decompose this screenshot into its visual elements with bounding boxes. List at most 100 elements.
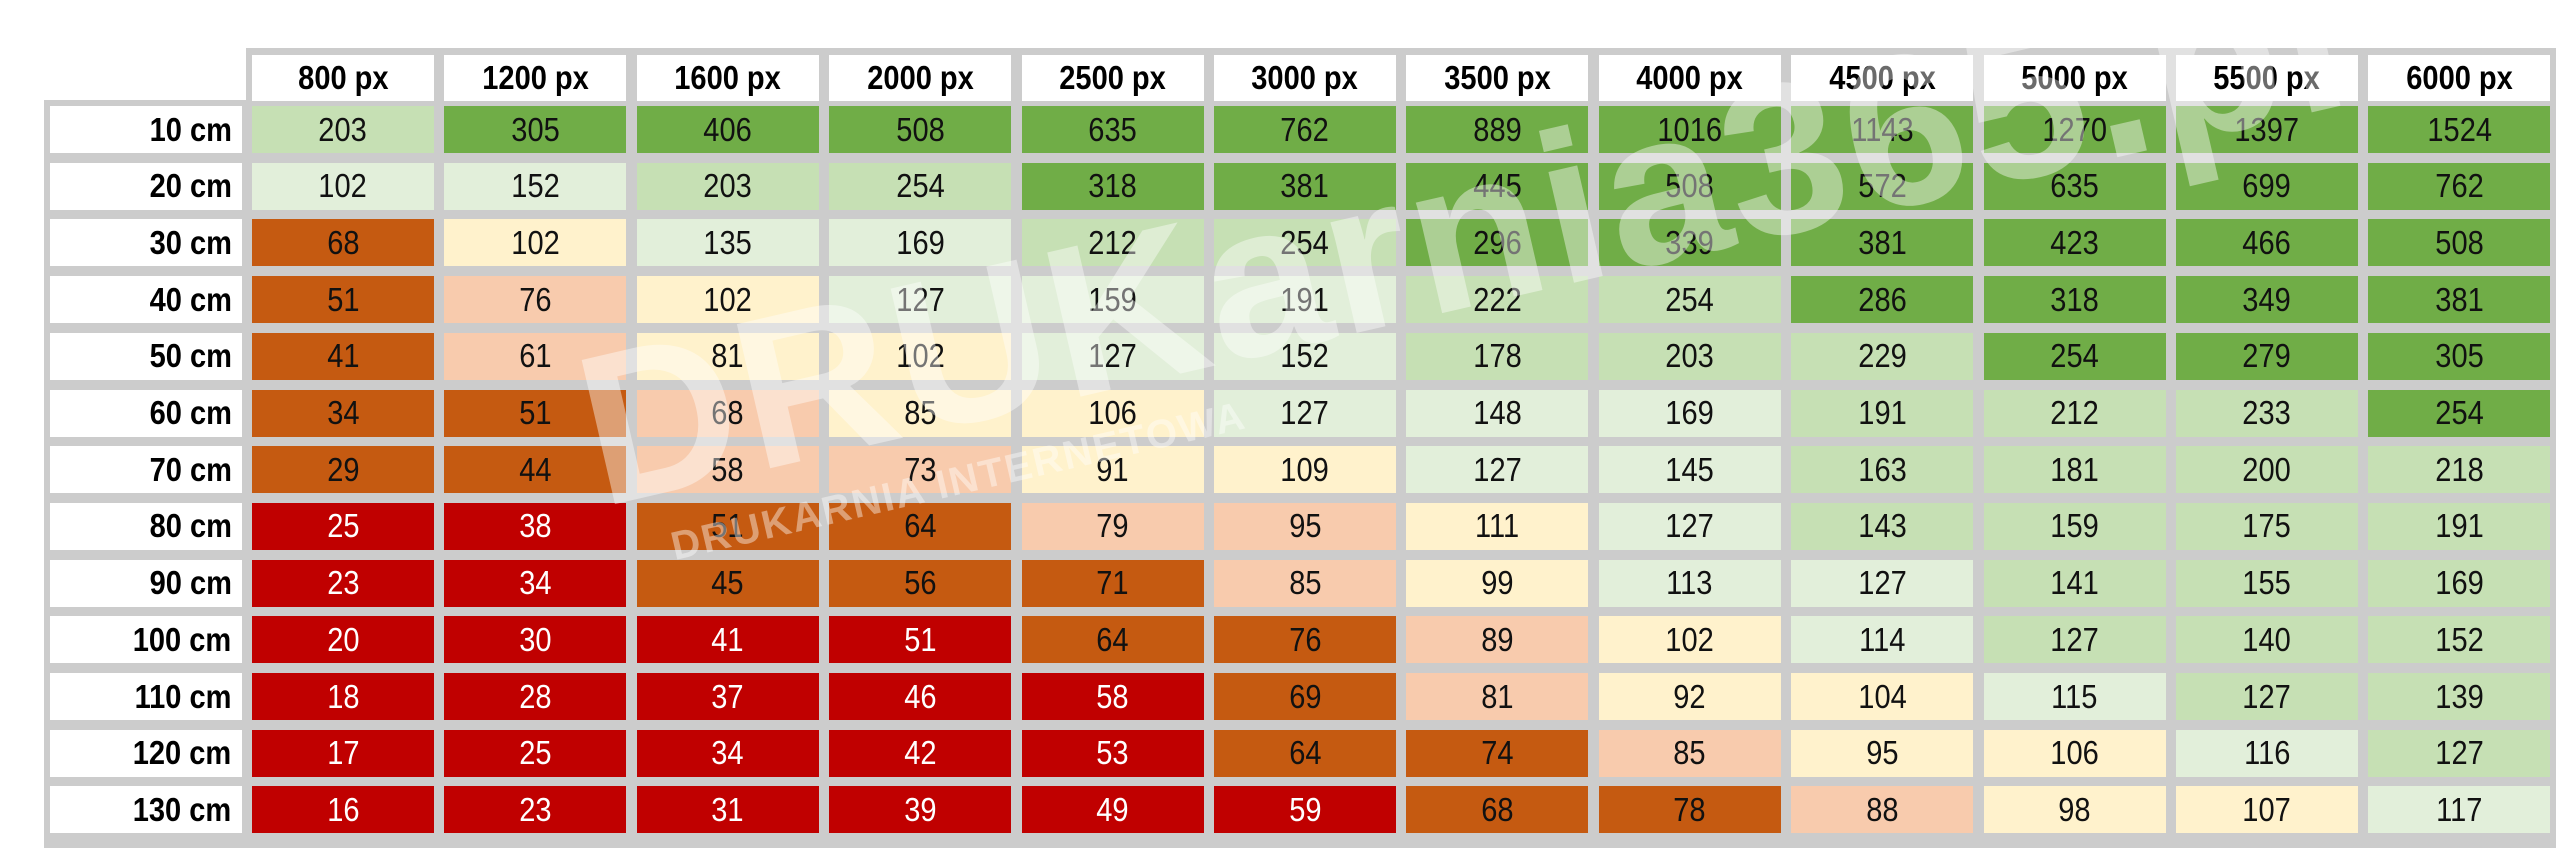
heatmap-cell: 1397: [2176, 106, 2358, 153]
heatmap-cell-text: 58: [711, 450, 744, 488]
heatmap-cell-text: 203: [1665, 337, 1715, 375]
column-header: 2000 px: [829, 55, 1012, 101]
heatmap-cell-text: 203: [318, 110, 368, 148]
heatmap-cell: 104: [1791, 673, 1974, 720]
heatmap-cell-text: 175: [2242, 507, 2292, 545]
heatmap-cell: 254: [2368, 389, 2551, 437]
heatmap-cell: 159: [1021, 276, 1204, 324]
heatmap-cell: 254: [1983, 332, 2166, 380]
heatmap-cell-text: 114: [1859, 620, 1906, 658]
heatmap-cell: 127: [2176, 673, 2358, 720]
row-header-text: 70 cm: [150, 450, 233, 488]
heatmap-cell: 254: [1598, 276, 1781, 324]
heatmap-cell: 64: [1214, 729, 1396, 777]
heatmap-cell-text: 508: [1665, 167, 1715, 205]
heatmap-cell: 381: [1214, 162, 1396, 210]
heatmap-cell-text: 85: [1288, 564, 1322, 602]
row-header: 40 cm: [50, 276, 242, 324]
heatmap-cell: 381: [2368, 276, 2551, 324]
heatmap-cell-text: 305: [2435, 337, 2484, 375]
row-header-text: 10 cm: [150, 110, 233, 148]
heatmap-cell-text: 23: [519, 790, 552, 828]
heatmap-cell: 106: [1983, 729, 2166, 777]
heatmap-cell-text: 254: [2050, 337, 2099, 375]
heatmap-cell: 222: [1406, 276, 1589, 324]
heatmap-cell-text: 89: [1481, 620, 1514, 658]
row-header-text: 120 cm: [132, 734, 232, 772]
heatmap-cell: 114: [1791, 616, 1974, 664]
heatmap-cell-text: 212: [2050, 394, 2099, 431]
heatmap-cell: 85: [1214, 559, 1396, 607]
heatmap-cell-text: 305: [511, 110, 560, 148]
column-header: 2500 px: [1021, 55, 1204, 101]
heatmap-cell: 91: [1021, 446, 1204, 494]
heatmap-cell-text: 152: [511, 167, 560, 205]
heatmap-cell-text: 41: [711, 620, 744, 658]
heatmap-cell-text: 68: [1481, 790, 1514, 828]
heatmap-cell-text: 18: [326, 677, 360, 715]
heatmap-cell: 203: [636, 162, 819, 210]
heatmap-cell-text: 145: [1665, 450, 1715, 488]
heatmap-cell: 140: [2176, 616, 2358, 664]
column-header-text: 2500 px: [1059, 59, 1166, 96]
heatmap-cell-text: 106: [1088, 394, 1137, 431]
heatmap-cell: 71: [1021, 559, 1204, 607]
heatmap-cell: 318: [1021, 162, 1204, 210]
heatmap-cell-text: 191: [1280, 280, 1330, 318]
row-header-text: 100 cm: [132, 620, 232, 658]
heatmap-cell-text: 339: [1665, 223, 1715, 261]
heatmap-cell-text: 98: [2058, 790, 2091, 828]
heatmap-cell-text: 127: [1088, 337, 1137, 375]
heatmap-cell-text: 78: [1673, 790, 1706, 828]
heatmap-cell: 318: [1983, 276, 2166, 324]
column-header: 3500 px: [1406, 55, 1589, 101]
heatmap-cell: 25: [252, 502, 434, 550]
column-header-text: 5500 px: [2213, 59, 2321, 96]
heatmap-cell: 34: [252, 389, 434, 437]
heatmap-cell: 116: [2176, 729, 2358, 777]
heatmap-cell: 95: [1214, 502, 1396, 550]
heatmap-cell: 423: [1983, 219, 2166, 267]
heatmap-cell-text: 42: [904, 734, 937, 772]
heatmap-cell-text: 169: [1665, 394, 1715, 431]
heatmap-cell: 635: [1983, 162, 2166, 210]
heatmap-cell-text: 59: [1288, 790, 1322, 828]
heatmap-cell-text: 155: [2242, 564, 2292, 602]
row-header: 80 cm: [50, 502, 242, 550]
heatmap-cell-text: 1524: [2427, 110, 2492, 148]
heatmap-cell-text: 53: [1096, 734, 1129, 772]
row-header-text: 110 cm: [134, 677, 232, 715]
heatmap-cell-text: 64: [1096, 620, 1129, 658]
heatmap-cell: 39: [829, 786, 1012, 834]
heatmap-cell-text: 95: [1288, 507, 1322, 545]
heatmap-cell: 572: [1791, 162, 1974, 210]
heatmap-cell-text: 139: [2435, 677, 2484, 715]
heatmap-cell-text: 107: [2242, 790, 2292, 828]
heatmap-cell: 64: [829, 502, 1012, 550]
heatmap-cell-text: 445: [1473, 167, 1522, 205]
heatmap-cell-text: 140: [2242, 620, 2292, 658]
heatmap-cell: 81: [636, 332, 819, 380]
heatmap-cell: 115: [1983, 673, 2166, 720]
heatmap-cell: 76: [1214, 616, 1396, 664]
column-header: 4500 px: [1791, 55, 1974, 101]
heatmap-cell-text: 23: [326, 564, 360, 602]
heatmap-cell: 41: [252, 332, 434, 380]
heatmap-cell-text: 99: [1481, 564, 1514, 602]
heatmap-cell-text: 135: [703, 223, 753, 261]
heatmap-cell-text: 76: [519, 280, 552, 318]
heatmap-cell-text: 318: [1088, 167, 1137, 205]
heatmap-cell-text: 25: [519, 734, 552, 772]
heatmap-cell: 141: [1983, 559, 2166, 607]
row-header: 110 cm: [50, 673, 242, 720]
heatmap-cell-text: 37: [711, 677, 744, 715]
heatmap-cell-text: 1016: [1657, 110, 1723, 148]
heatmap-cell-text: 254: [895, 167, 945, 205]
row-header-text: 60 cm: [150, 394, 233, 431]
heatmap-cell: 51: [252, 276, 434, 324]
heatmap-cell: 78: [1598, 786, 1781, 834]
column-header: 1600 px: [636, 55, 819, 101]
heatmap-cell: 175: [2176, 502, 2358, 550]
heatmap-cell: 635: [1021, 106, 1204, 153]
heatmap-cell: 508: [829, 106, 1012, 153]
